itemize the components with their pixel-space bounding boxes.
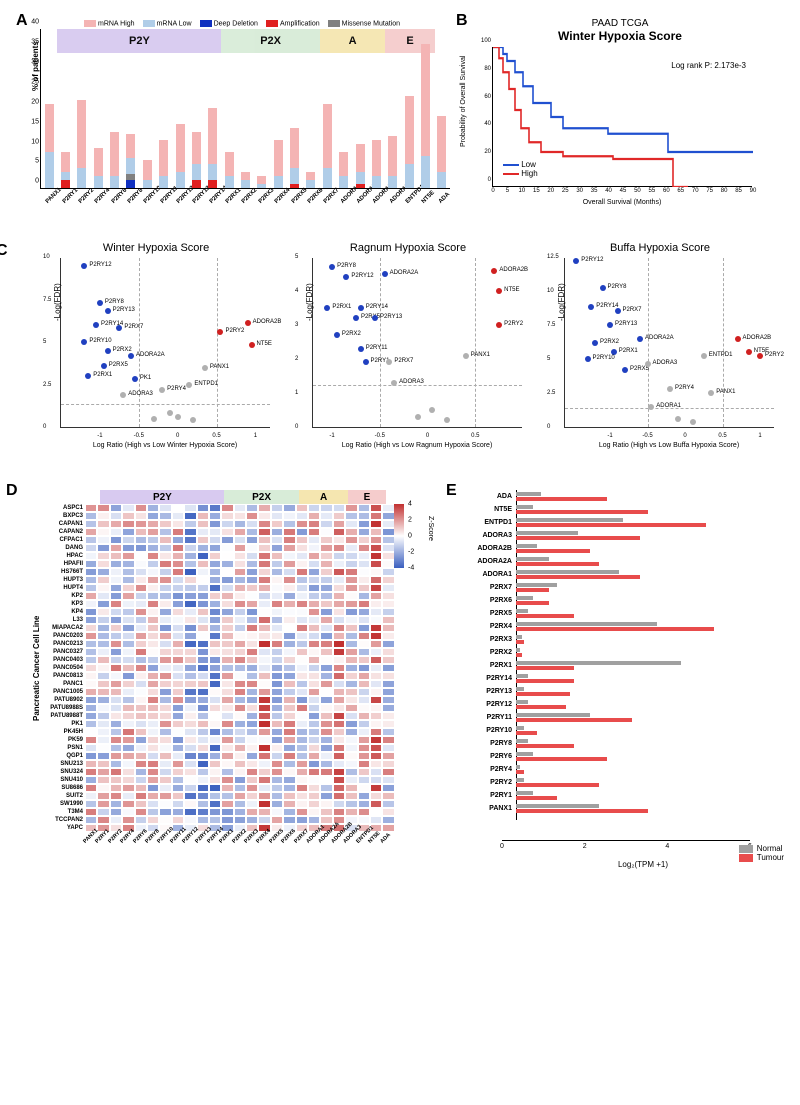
panel-a-legend: mRNA HighmRNA LowDeep DeletionAmplificat… <box>32 20 452 27</box>
panel-b-ylabel: Probability of Overall Survival <box>460 56 467 147</box>
panel-e-legend: NormalTumour <box>739 844 784 862</box>
panel-d: D P2YP2XAE Pancreatic Cancer Cell Line A… <box>12 482 442 892</box>
panel-b-xlabel: Overall Survival (Months) <box>492 199 752 206</box>
panel-a: A mRNA HighmRNA LowDeep DeletionAmplific… <box>12 12 452 232</box>
z-score-bar <box>394 504 404 568</box>
panel-a-chart: % of patients 0510152025303540 P2YP2XAE … <box>40 29 450 189</box>
panel-b-title: Winter Hypoxia Score <box>558 29 682 43</box>
panel-b-supertitle: PAAD TCGA <box>592 18 649 29</box>
panel-b-label: B <box>456 12 468 30</box>
panel-c: C Winter Hypoxia Score-Log(FDR)02.557.51… <box>12 242 788 472</box>
panel-e-chart: ADANT5EENTPD1ADORA3ADORA2BADORA2AADORA1P… <box>460 490 770 840</box>
panel-d-label: D <box>6 482 18 500</box>
km-curve-high <box>493 47 688 187</box>
panel-e-xaxis: 0246 <box>502 840 750 860</box>
panel-c-label: C <box>0 242 8 260</box>
panel-b-title-block: PAAD TCGA Winter Hypoxia Score <box>452 18 788 43</box>
heatmap-col-labels: PANX1P2RY1P2RY2P2RY4P2RY6P2RY8P2RY10P2RY… <box>88 832 398 838</box>
panel-e-label: E <box>446 482 457 500</box>
panel-a-yaxis: 0510152025303540 <box>17 29 39 188</box>
panel-d-ylabel: Pancreatic Cancer Cell Line <box>32 504 41 832</box>
z-score-legend: Z-Score 420-2-4 <box>390 504 434 568</box>
panel-a-label: A <box>16 12 28 30</box>
panel-d-banners: P2YP2XAE <box>88 490 398 504</box>
figure-root: A mRNA HighmRNA LowDeep DeletionAmplific… <box>12 12 788 892</box>
panel-b: B PAAD TCGA Winter Hypoxia Score Probabi… <box>452 12 788 232</box>
km-plot: Log rank P: 2.173e-3 Low High 0204060801… <box>492 47 752 187</box>
heatmap-wrap: Pancreatic Cancer Cell Line ASPC1BXPC3CA… <box>32 504 442 832</box>
panel-a-bars: PANX1P2RY1P2RY2P2RY4P2RY6P2RY8P2RY10P2RY… <box>41 29 450 188</box>
heatmap <box>85 504 395 832</box>
panel-e: E ADANT5EENTPD1ADORA3ADORA2BADORA2AADORA… <box>442 482 788 892</box>
z-score-title: Z-Score <box>427 516 434 541</box>
km-curve-low <box>493 47 753 152</box>
heatmap-row-labels: ASPC1BXPC3CAPAN1CAPAN2CFPAC1DANGHPACHPAF… <box>41 504 85 832</box>
